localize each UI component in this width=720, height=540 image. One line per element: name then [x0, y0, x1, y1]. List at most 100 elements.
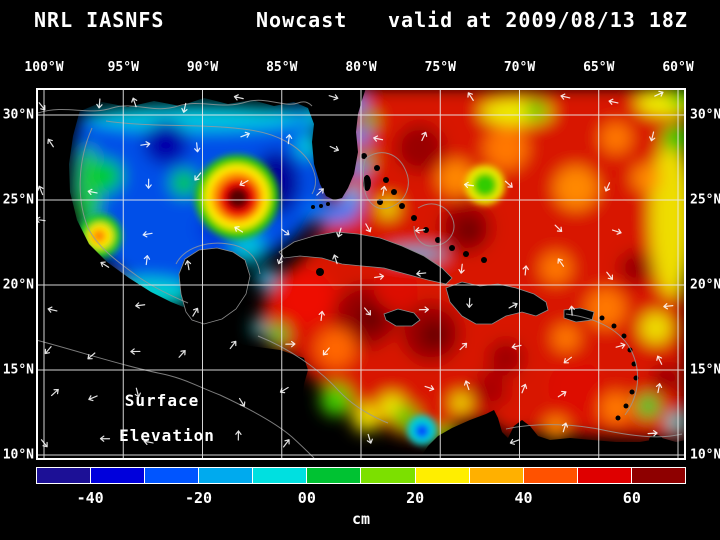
current-arrow: [654, 90, 664, 97]
current-arrow: [194, 172, 202, 181]
current-vector-arrows: [35, 90, 674, 448]
current-arrow: [234, 226, 244, 233]
current-arrow: [37, 185, 44, 196]
current-arrow: [50, 388, 59, 397]
current-arrow: [99, 435, 111, 442]
colorbar-segment-4: [199, 468, 254, 483]
colorbar-units: cm: [351, 510, 371, 528]
lat-label-right-5: 10°N: [690, 447, 720, 463]
lat-label-right-3: 20°N: [690, 277, 720, 293]
current-arrow: [279, 386, 289, 394]
current-arrow: [88, 395, 98, 402]
current-arrow: [611, 228, 622, 235]
lon-label-5: 80°W: [345, 60, 377, 75]
current-arrow: [38, 102, 46, 111]
current-arrow: [561, 422, 569, 433]
current-arrow: [328, 94, 339, 101]
current-arrow: [184, 260, 192, 271]
current-arrow: [192, 307, 199, 317]
current-arrow: [615, 342, 626, 349]
colorbar-segment-11: [577, 468, 632, 483]
current-arrow: [131, 97, 138, 108]
current-arrow: [508, 302, 518, 309]
colorbar-segment-1: [37, 468, 92, 483]
land-us-florida: [36, 88, 366, 200]
lon-label-6: 75°W: [424, 60, 456, 75]
current-arrow: [329, 145, 339, 152]
lon-label-8: 65°W: [583, 60, 615, 75]
current-arrow: [568, 305, 575, 316]
current-arrow: [421, 131, 428, 142]
current-arrow: [647, 430, 658, 437]
eddy-features: [78, 155, 505, 445]
current-arrow: [608, 98, 619, 105]
lon-label-1: 100°W: [24, 60, 64, 75]
current-arrow: [282, 439, 290, 448]
colorbar-segment-8: [415, 468, 470, 483]
current-arrow: [276, 254, 283, 265]
field-label-line2: Elevation: [119, 426, 215, 445]
current-arrow: [560, 93, 571, 100]
current-arrow: [509, 438, 520, 445]
current-arrow: [233, 94, 244, 101]
colorbar-tick-2: -20: [184, 489, 213, 507]
current-arrow: [373, 135, 384, 142]
colorbar-tick-4: 20: [406, 489, 425, 507]
current-arrow: [663, 303, 674, 310]
land-bahamas: [349, 143, 487, 263]
product-name: Nowcast: [256, 8, 348, 32]
current-arrow: [418, 306, 429, 313]
current-arrow: [285, 340, 296, 348]
lon-label-2: 95°W: [107, 60, 139, 75]
current-arrow: [142, 231, 153, 238]
current-arrow: [332, 254, 339, 265]
current-arrow: [365, 223, 372, 233]
colorbar-segment-3: [145, 468, 200, 483]
current-arrow: [374, 273, 385, 280]
current-arrow: [181, 102, 188, 113]
current-arrow: [458, 263, 465, 274]
current-arrow: [366, 433, 373, 444]
current-arrow: [416, 270, 427, 277]
lon-label-3: 90°W: [186, 60, 219, 75]
current-arrow: [44, 346, 52, 355]
current-arrow: [238, 397, 246, 407]
land-south-america: [420, 410, 686, 458]
model-name: NRL IASNFS: [34, 8, 165, 32]
lat-label-right-2: 25°N: [690, 192, 720, 208]
current-arrow: [504, 180, 513, 188]
current-arrow: [40, 439, 48, 448]
land-mexico-central-america: [36, 110, 346, 458]
current-arrow: [466, 297, 473, 308]
lat-label-left-3: 20°N: [2, 277, 34, 293]
current-arrow: [143, 438, 154, 446]
lon-label-7: 70°W: [503, 60, 536, 75]
land-yucatan: [178, 247, 251, 325]
colorbar-segment-9: [469, 468, 524, 483]
current-arrow: [463, 181, 475, 189]
lat-label-right-4: 15°N: [690, 362, 720, 378]
current-arrow: [511, 343, 522, 350]
lat-lon-gridlines: [36, 88, 686, 460]
lon-label-9: 60°W: [662, 60, 694, 75]
current-arrow: [463, 380, 471, 391]
current-arrow: [316, 188, 324, 196]
field-label-line1: Surface: [124, 391, 200, 410]
valid-time: valid at 2009/08/13 18Z: [388, 8, 688, 32]
current-arrow: [96, 98, 103, 109]
lat-label-left-4: 15°N: [2, 362, 34, 378]
map-canvas: [35, 88, 696, 460]
current-arrow: [322, 347, 330, 356]
current-arrow: [229, 340, 237, 350]
colorbar-segment-5: [253, 468, 308, 483]
land-jamaica: [383, 308, 421, 327]
colorbar-segment-2: [91, 468, 146, 483]
current-arrow: [87, 188, 98, 196]
current-arrow: [557, 390, 567, 398]
current-arrow: [521, 383, 528, 394]
current-arrow: [604, 182, 611, 192]
map-frame: [36, 88, 686, 460]
current-arrow: [656, 355, 663, 365]
current-arrow: [239, 180, 249, 187]
